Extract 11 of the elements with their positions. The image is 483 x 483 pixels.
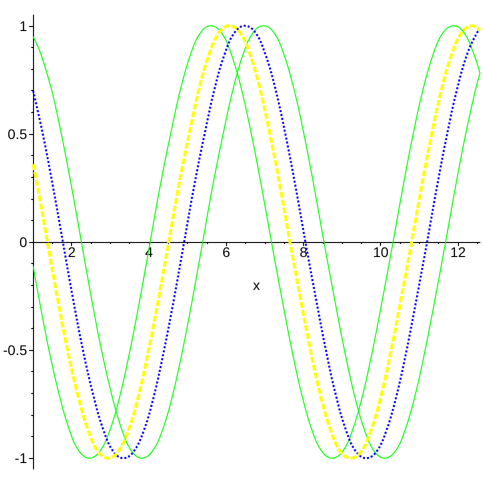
x-tick-label: 2 <box>68 244 76 260</box>
x-tick-label: 10 <box>372 244 389 260</box>
x-tick-label: 6 <box>222 244 230 260</box>
y-tick-label: 1 <box>19 18 28 34</box>
y-tick-label: 0.5 <box>8 126 28 142</box>
y-tick-label: -1 <box>14 450 28 466</box>
x-axis-title: x <box>253 277 260 293</box>
y-tick-label: -0.5 <box>3 342 28 358</box>
x-tick-label: 12 <box>450 244 466 260</box>
x-tick-label: 8 <box>300 244 308 260</box>
y-tick-label: 0 <box>19 234 28 250</box>
